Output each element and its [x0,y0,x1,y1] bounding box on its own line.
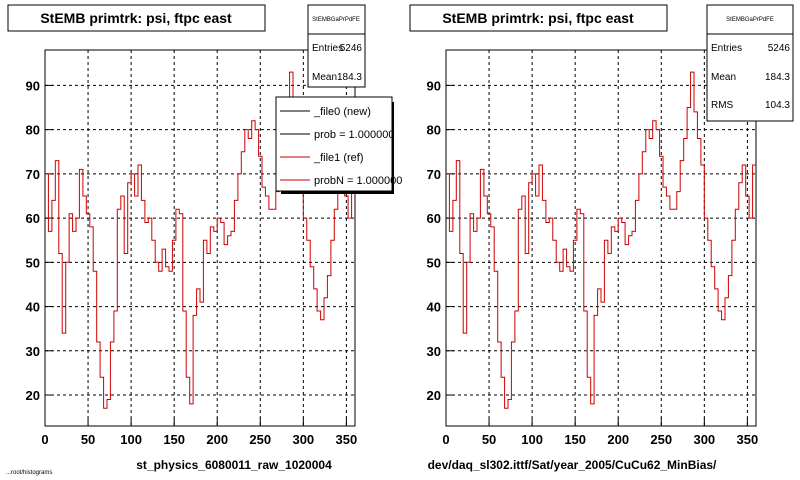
legend-label-file0: _file0 (new) [313,106,371,118]
x-tick-label: 100 [521,432,543,447]
x-tick-label: 250 [249,432,271,447]
y-tick-label: 40 [26,300,40,315]
left-stats-box [307,4,366,88]
x-tick-label: 250 [650,432,672,447]
y-tick-label: 70 [427,167,441,182]
y-tick-label: 60 [427,211,441,226]
legend-box [275,96,393,192]
y-tick-label: 20 [26,388,40,403]
right-title-box [409,4,668,32]
left-axis-ticks: 0 50 100 150 200 250 300 350 20 30 40 50 60 70 80 90 [26,78,358,447]
right-stats-value-rms: 104.3 [765,100,790,111]
y-tick-label: 30 [427,344,441,359]
right-histogram-pad: StEMB primtrk: psi, ftpc east 0 50 100 150 2… [409,4,794,472]
right-histogram-line [446,71,756,409]
x-tick-label: 350 [737,432,759,447]
y-tick-label: 40 [427,300,441,315]
right-stats-label-rms: RMS [711,100,734,111]
x-tick-label: 300 [693,432,715,447]
left-chart-title: StEMB primtrk: psi, ftpc east [40,10,232,26]
left-histogram-pad: StEMB primtrk: psi, ftpc east 0 50 100 150 2… [7,4,402,472]
right-stats-value-mean: 184.3 [765,72,790,83]
right-stats-value-entries: 5246 [768,43,791,54]
right-x-axis-title: dev/daq_sl302.ittf/Sat/year_2005/CuCu62_… [428,458,717,472]
legend-label-probn: probN = 1.000000 [314,175,402,187]
left-stats-label-entries: Entries [312,43,343,54]
right-stats-label-mean: Mean [711,72,736,83]
right-stats-label-entries: Entries [711,43,742,54]
footer-text: ...root/histograms [6,470,52,476]
x-tick-label: 300 [292,432,314,447]
x-tick-label: 200 [607,432,629,447]
y-tick-label: 80 [427,123,441,138]
left-stats-label-mean: Mean [312,72,337,83]
x-tick-label: 100 [120,432,142,447]
x-tick-label: 50 [482,432,496,447]
right-stats-name: StEMBGaPrPdFE [726,17,774,23]
y-tick-label: 50 [26,255,40,270]
y-tick-label: 90 [26,78,40,93]
right-chart-title: StEMB primtrk: psi, ftpc east [442,10,634,26]
y-tick-label: 20 [427,388,441,403]
y-tick-label: 90 [427,78,441,93]
x-tick-label: 350 [336,432,358,447]
left-title-box [7,4,266,32]
x-tick-label: 0 [41,432,48,447]
left-stats-value-entries: 5246 [340,43,363,54]
y-tick-label: 50 [427,255,441,270]
x-tick-label: 50 [81,432,95,447]
x-tick-label: 150 [564,432,586,447]
left-x-axis-title: st_physics_6080011_raw_1020004 [136,458,332,472]
x-tick-label: 0 [442,432,449,447]
left-stats-name: StEMBGaPrPdFE [312,17,360,23]
legend-label-prob: prob = 1.000000 [314,129,394,141]
y-tick-label: 30 [26,344,40,359]
left-stats-value-mean: 184.3 [337,72,362,83]
x-tick-label: 200 [206,432,228,447]
right-axis-ticks: 0 50 100 150 200 250 300 350 20 30 40 50 60 70 80 90 [427,78,759,447]
right-stats-box [706,4,794,122]
legend-label-file1: _file1 (ref) [313,152,364,164]
x-tick-label: 150 [163,432,185,447]
y-tick-label: 70 [26,167,40,182]
y-tick-label: 80 [26,123,40,138]
y-tick-label: 60 [26,211,40,226]
